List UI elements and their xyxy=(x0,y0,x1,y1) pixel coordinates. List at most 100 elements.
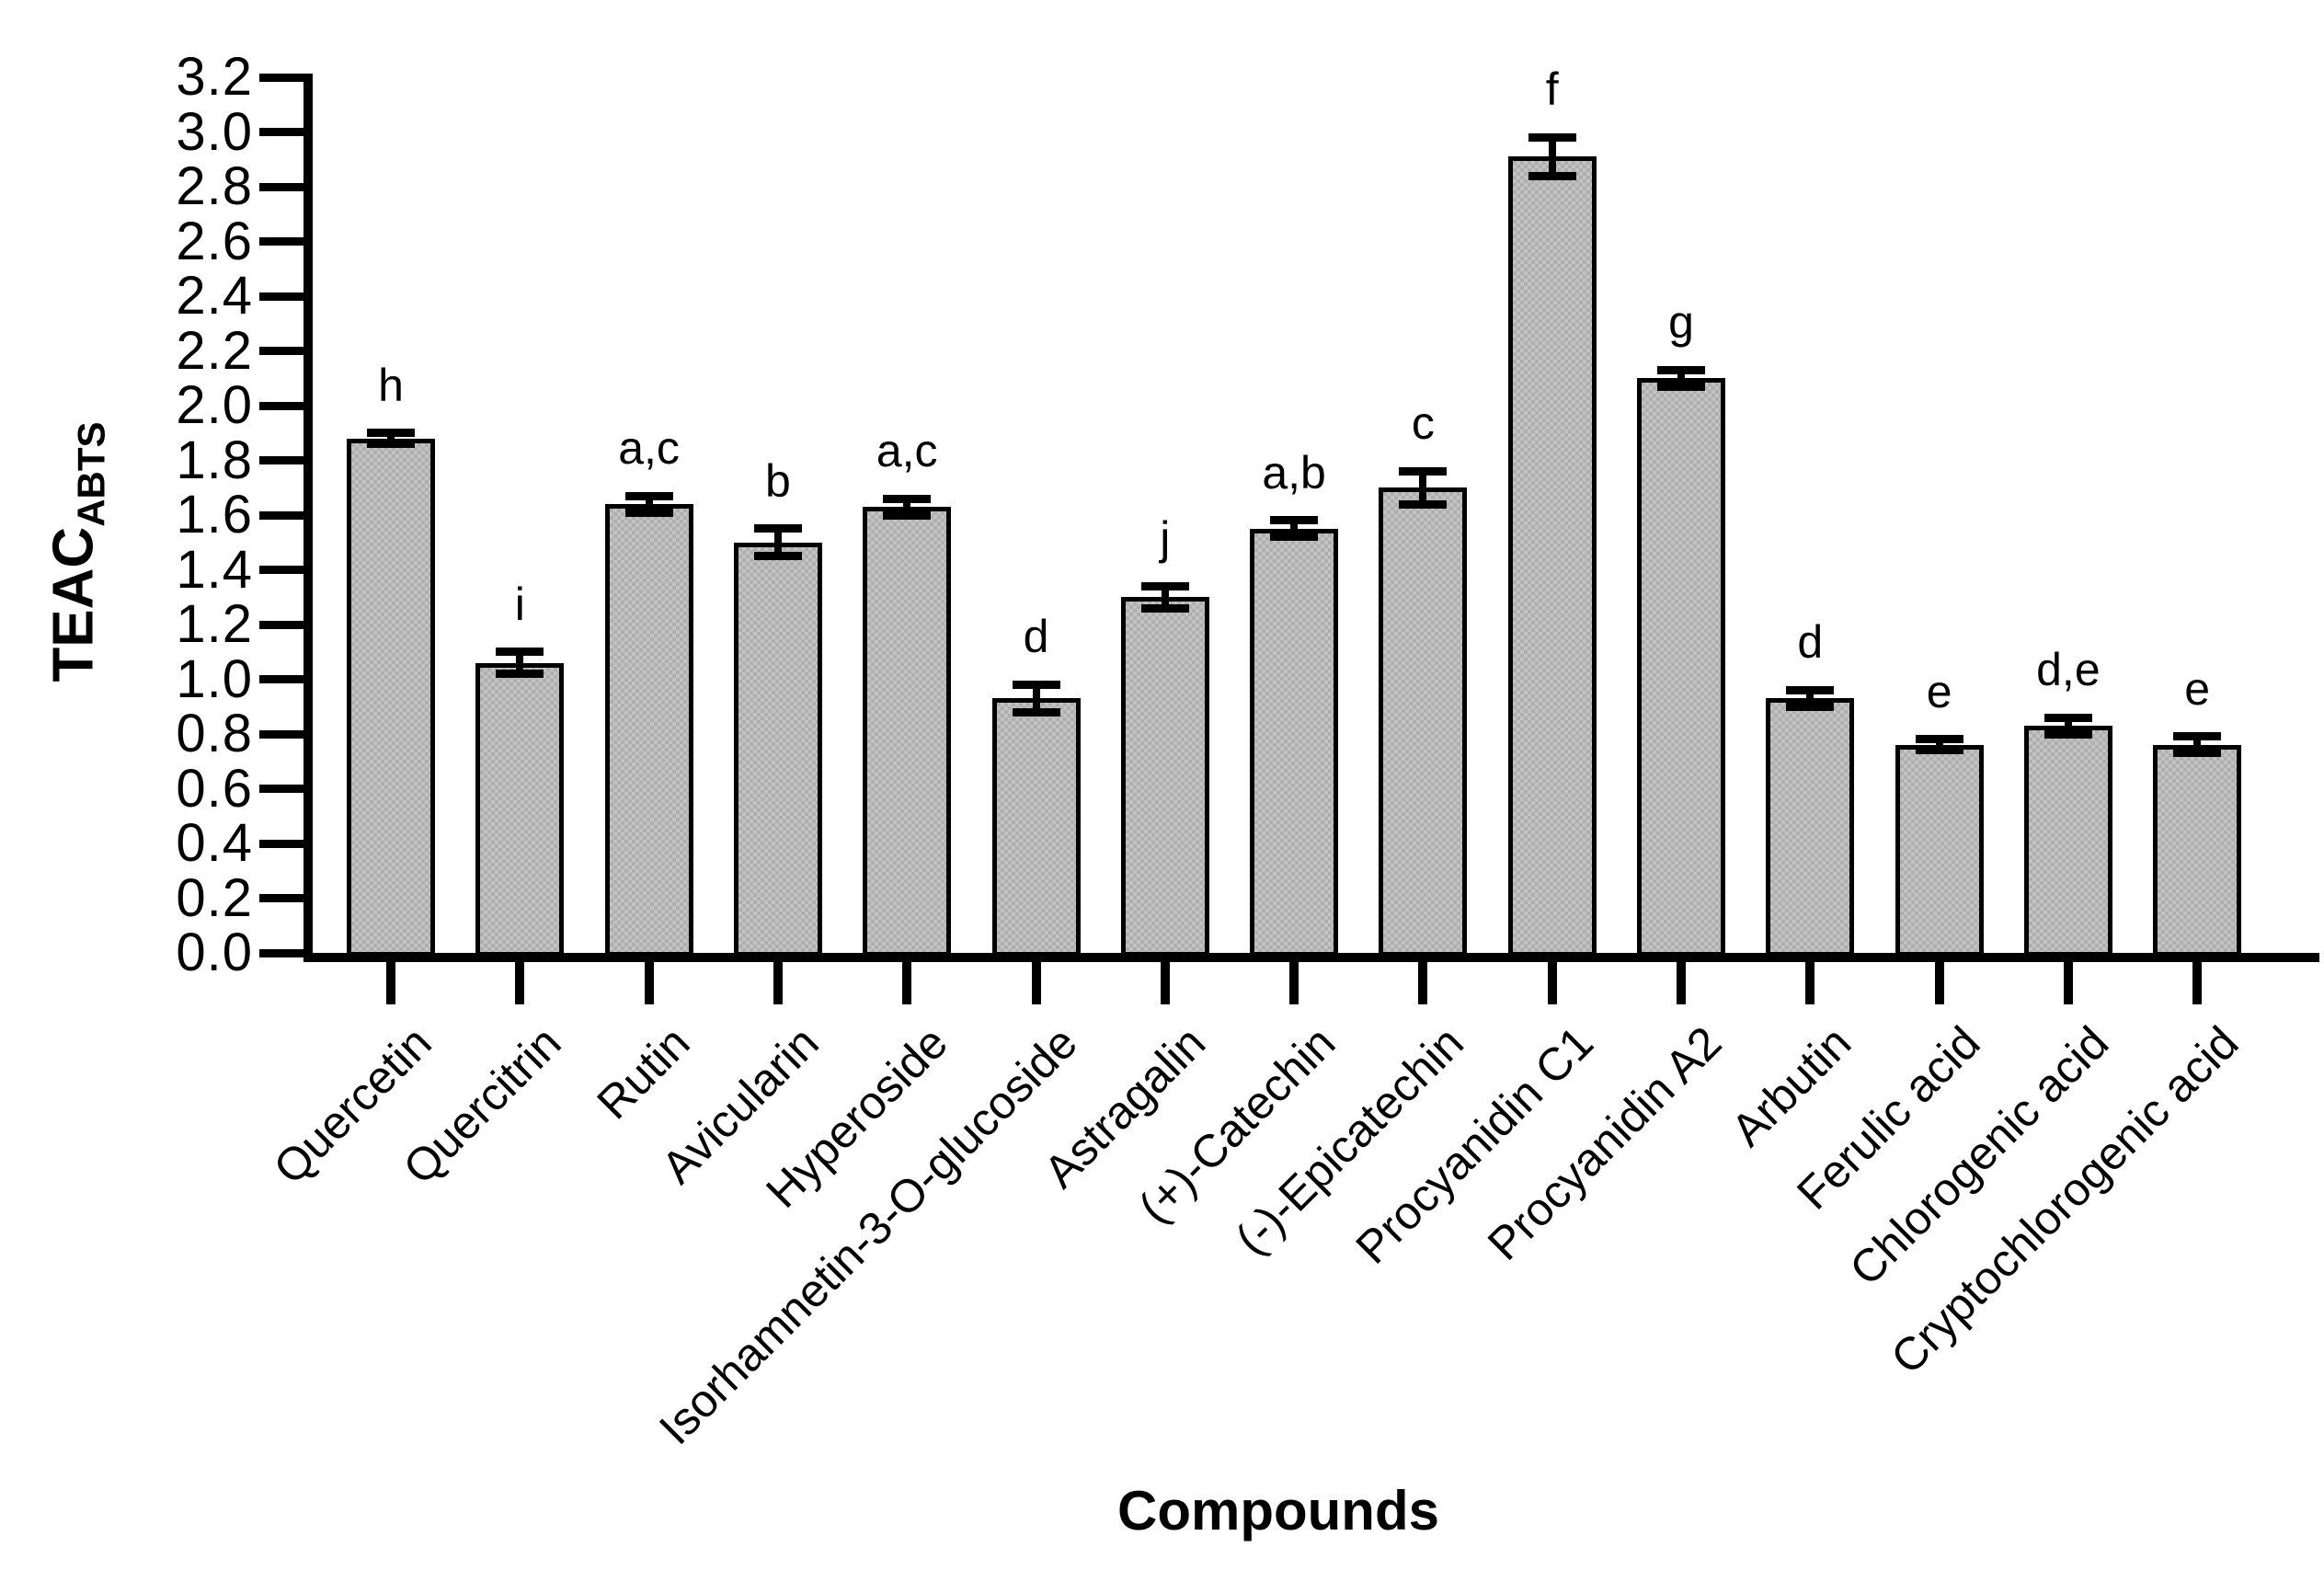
error-bar-whisker xyxy=(773,528,782,556)
error-bar-cap-bottom xyxy=(624,508,673,517)
x-axis-line xyxy=(303,953,2319,962)
x-axis-title: Compounds xyxy=(1117,1480,1439,1542)
error-bar-cap-bottom xyxy=(496,670,544,679)
y-tick-mark xyxy=(259,839,303,848)
y-axis-line xyxy=(303,74,313,962)
error-bar-cap-bottom xyxy=(1786,702,1835,711)
significance-letter: g xyxy=(1668,296,1694,349)
x-tick-mark xyxy=(773,962,783,1004)
bar-astragalin xyxy=(1120,597,1209,957)
significance-letter: h xyxy=(378,359,404,411)
y-tick-label: 0.4 xyxy=(176,813,253,873)
y-tick-mark xyxy=(259,128,303,136)
error-bar-cap-bottom xyxy=(1657,382,1705,391)
y-tick-mark xyxy=(259,347,303,355)
error-bar-whisker xyxy=(1677,370,1685,387)
y-tick-mark xyxy=(259,73,303,82)
y-tick-label: 3.2 xyxy=(176,47,253,107)
error-bar-whisker xyxy=(645,496,653,513)
x-tick-mark xyxy=(1418,962,1428,1004)
y-tick-mark xyxy=(259,620,303,629)
y-tick-label: 1.8 xyxy=(176,430,253,490)
bar-rutin xyxy=(604,504,693,957)
error-bar-cap-bottom xyxy=(367,440,415,449)
error-bar-cap-top xyxy=(2173,732,2222,741)
x-tick-mark xyxy=(2192,962,2203,1004)
x-tick-mark xyxy=(1547,962,1557,1004)
bar-arbutin xyxy=(1766,698,1855,957)
y-tick-mark xyxy=(259,566,303,574)
x-category-label: Rutin xyxy=(587,1016,700,1129)
error-bar-cap-bottom xyxy=(1399,499,1448,509)
y-tick-label: 2.8 xyxy=(176,156,253,216)
significance-letter: c xyxy=(1411,397,1435,450)
bar-avicularin xyxy=(733,542,822,957)
y-tick-mark xyxy=(259,894,303,902)
significance-letter: i xyxy=(514,578,525,630)
y-tick-label: 3.0 xyxy=(176,101,253,162)
bar--catechin xyxy=(1250,528,1339,957)
x-tick-mark xyxy=(386,962,395,1004)
error-bar-cap-bottom xyxy=(1915,746,1963,755)
error-bar-cap-top xyxy=(367,429,415,438)
error-bar-cap-bottom xyxy=(2044,729,2092,739)
bar-chlorogenic-acid xyxy=(2023,726,2112,957)
y-tick-label: 0.8 xyxy=(176,704,253,763)
error-bar-cap-bottom xyxy=(1012,707,1060,716)
x-category-label: (-)-Epicatechin xyxy=(1225,1016,1474,1265)
y-tick-label: 2.4 xyxy=(176,266,253,326)
error-bar-cap-top xyxy=(1915,735,1963,744)
significance-letter: b xyxy=(764,454,791,507)
significance-letter: a,c xyxy=(876,425,938,477)
y-tick-label: 1.4 xyxy=(176,539,253,600)
error-bar-cap-bottom xyxy=(753,552,802,561)
y-tick-mark xyxy=(259,729,303,739)
bar-hyperoside xyxy=(863,507,952,957)
error-bar-whisker xyxy=(1806,690,1815,707)
error-bar-whisker xyxy=(1548,137,1556,177)
error-bar-cap-bottom xyxy=(1270,533,1319,542)
bar-isorhamnetin-3-o-glucoside xyxy=(991,698,1081,957)
x-tick-mark xyxy=(515,962,525,1004)
y-tick-mark xyxy=(259,948,303,957)
y-tick-label: 1.6 xyxy=(176,485,253,545)
y-tick-mark xyxy=(259,182,303,191)
y-tick-label: 0.2 xyxy=(176,867,253,928)
y-tick-mark xyxy=(259,510,303,520)
error-bar-whisker xyxy=(1935,739,1943,751)
y-tick-mark xyxy=(259,456,303,464)
bar-quercetin xyxy=(347,438,435,957)
significance-letter: d xyxy=(1797,616,1824,669)
bar-procyanidin-a2 xyxy=(1637,378,1725,957)
significance-letter: d xyxy=(1023,611,1049,663)
error-bar-whisker xyxy=(516,651,524,674)
error-bar-whisker xyxy=(387,432,395,444)
error-bar-cap-top xyxy=(1399,466,1448,476)
error-bar-cap-top xyxy=(2044,713,2092,722)
significance-letter: d,e xyxy=(2036,644,2101,696)
error-bar-cap-top xyxy=(753,524,802,533)
x-tick-mark xyxy=(1805,962,1815,1004)
error-bar-cap-top xyxy=(1657,365,1705,374)
y-tick-mark xyxy=(259,675,303,683)
y-tick-mark xyxy=(259,237,303,246)
error-bar-cap-top xyxy=(1528,132,1576,142)
x-category-label: Procyanidin A2 xyxy=(1478,1016,1732,1270)
significance-letter: e xyxy=(1926,665,1952,717)
x-category-label: Procyanidin C1 xyxy=(1345,1016,1603,1274)
y-tick-label: 2.6 xyxy=(176,211,253,271)
x-tick-mark xyxy=(1031,962,1041,1004)
bar-cryptochlorogenic-acid xyxy=(2153,744,2242,957)
significance-letter: a,c xyxy=(618,422,680,475)
bar-quercitrin xyxy=(475,662,565,957)
x-tick-mark xyxy=(644,962,654,1004)
x-tick-mark xyxy=(1160,962,1170,1004)
error-bar-cap-top xyxy=(1140,581,1189,590)
y-tick-mark xyxy=(259,292,303,301)
y-tick-label: 2.2 xyxy=(176,320,253,381)
error-bar-whisker xyxy=(1419,471,1427,505)
significance-letter: f xyxy=(1545,63,1559,116)
error-bar-cap-top xyxy=(624,491,673,500)
